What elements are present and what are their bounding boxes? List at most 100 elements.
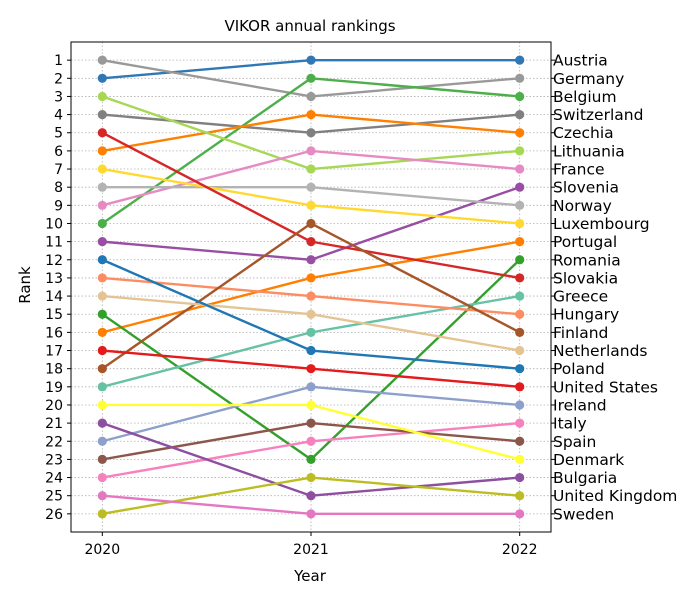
data-point [515, 291, 525, 301]
x-tick-label: 2020 [84, 542, 120, 558]
country-label: Germany [553, 70, 624, 88]
country-label: Finland [553, 324, 608, 342]
data-point [97, 418, 107, 428]
y-tick-label: 3 [54, 89, 63, 105]
data-point [306, 400, 316, 410]
data-point [97, 200, 107, 210]
y-tick-label: 22 [45, 434, 63, 450]
country-label: Switzerland [553, 106, 643, 124]
axes: 1234567891011121314151617181920212223242… [45, 41, 677, 558]
data-point [306, 418, 316, 428]
data-point [515, 364, 525, 374]
country-label: Norway [553, 197, 612, 215]
country-label: Sweden [553, 505, 614, 523]
data-point [306, 91, 316, 102]
series-15 [97, 273, 525, 319]
series-18 [97, 255, 525, 374]
data-point [515, 255, 525, 265]
country-label: Luxembourg [553, 215, 650, 233]
data-point [97, 164, 107, 174]
data-point [306, 182, 316, 192]
country-label: Greece [553, 288, 608, 306]
data-point [97, 309, 107, 319]
data-point [306, 327, 316, 337]
y-tick-label: 5 [54, 126, 63, 142]
data-point [97, 109, 107, 120]
data-point [306, 472, 316, 483]
country-label: Portugal [553, 233, 617, 251]
data-point [515, 218, 525, 229]
data-point [306, 345, 316, 356]
data-point [306, 73, 316, 83]
series-14 [97, 291, 525, 392]
y-tick-label: 18 [45, 362, 63, 378]
data-point [515, 200, 525, 210]
data-point [97, 436, 107, 446]
y-tick-label: 25 [45, 489, 63, 505]
y-tick-label: 11 [45, 235, 63, 251]
data-point [515, 472, 525, 483]
data-point [97, 91, 107, 102]
data-point [515, 109, 525, 120]
data-point [306, 55, 316, 65]
data-point [97, 146, 107, 156]
x-axis-title: Year [293, 567, 327, 585]
data-point [97, 291, 107, 301]
y-tick-label: 24 [45, 471, 63, 487]
data-point [306, 309, 316, 319]
country-label: Romania [553, 251, 621, 269]
y-tick-label: 23 [45, 452, 63, 468]
series-24 [97, 418, 525, 501]
data-point [306, 436, 316, 446]
country-label: Ireland [553, 396, 607, 414]
country-label: Poland [553, 360, 605, 378]
country-label: Hungary [553, 306, 619, 324]
data-point [97, 345, 107, 356]
chart-title: VIKOR annual rankings [224, 17, 395, 35]
x-tick-label: 2021 [293, 542, 329, 558]
data-point [306, 273, 316, 283]
series-10 [97, 164, 525, 229]
data-point [306, 291, 316, 301]
y-tick-label: 15 [45, 307, 63, 323]
data-point [515, 146, 525, 156]
y-tick-label: 12 [45, 253, 63, 269]
y-tick-label: 17 [45, 344, 63, 360]
series-19 [97, 345, 525, 392]
country-label: Belgium [553, 88, 617, 106]
data-point [515, 400, 525, 410]
data-point [306, 364, 316, 374]
y-tick-label: 21 [45, 416, 63, 432]
data-point [515, 382, 525, 392]
series-17 [97, 291, 525, 356]
data-point [515, 454, 525, 465]
y-tick-label: 9 [54, 198, 63, 214]
data-point [515, 182, 525, 192]
series-lines [97, 55, 525, 519]
series-2 [97, 55, 525, 102]
data-point [97, 218, 107, 229]
series-13 [97, 128, 525, 283]
data-point [97, 382, 107, 392]
series-8 [97, 182, 525, 265]
data-point [306, 164, 316, 174]
data-point [515, 327, 525, 337]
y-tick-label: 19 [45, 380, 63, 396]
data-point [515, 491, 525, 501]
data-point [306, 218, 316, 229]
y-tick-label: 6 [54, 144, 63, 160]
data-point [515, 309, 525, 319]
series-16 [97, 218, 525, 374]
data-point [515, 91, 525, 102]
country-label: United Kingdom [553, 487, 677, 505]
data-point [306, 200, 316, 210]
data-point [306, 237, 316, 247]
data-point [515, 273, 525, 283]
data-point [515, 436, 525, 446]
country-label: Bulgaria [553, 469, 617, 487]
country-label: United States [553, 378, 658, 396]
y-tick-label: 13 [45, 271, 63, 287]
y-tick-label: 1 [54, 53, 63, 69]
country-label: Czechia [553, 124, 614, 142]
